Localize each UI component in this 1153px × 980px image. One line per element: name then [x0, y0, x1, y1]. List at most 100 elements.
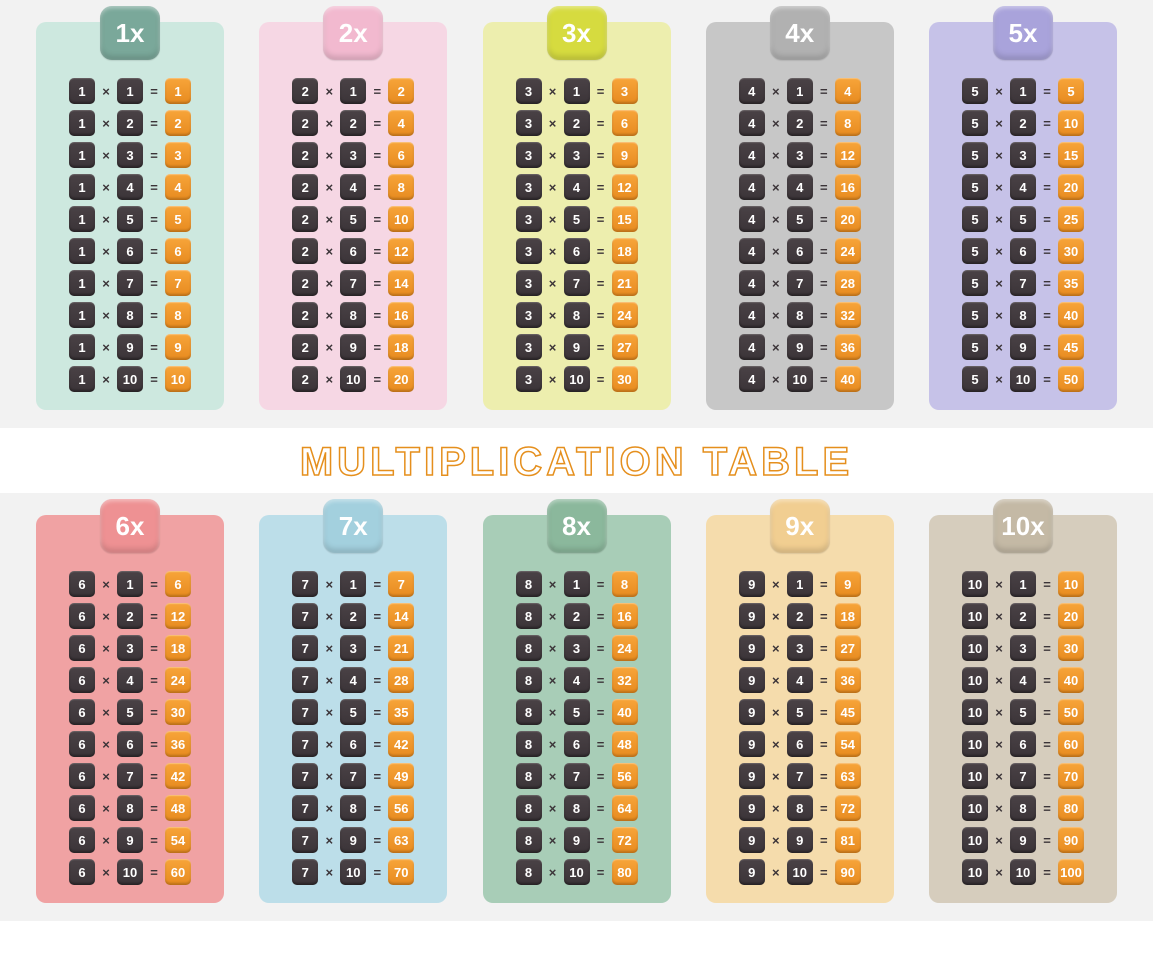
multiplicand-cell: 2	[292, 270, 318, 296]
table-tab-7: 7x	[323, 499, 383, 553]
multiplicand-cell: 1	[69, 302, 95, 328]
times-symbol: ×	[769, 308, 783, 323]
equation-row: 10×9=90	[939, 827, 1107, 853]
times-symbol: ×	[769, 865, 783, 880]
times-symbol: ×	[992, 833, 1006, 848]
equals-symbol: =	[817, 673, 831, 688]
times-symbol: ×	[322, 84, 336, 99]
equation-row: 1×7=7	[46, 270, 214, 296]
equation-row: 3×2=6	[493, 110, 661, 136]
multiplicand-cell: 1	[69, 110, 95, 136]
equals-symbol: =	[817, 609, 831, 624]
equals-symbol: =	[1040, 116, 1054, 131]
multiplier-cell: 10	[117, 859, 143, 885]
result-cell: 80	[612, 859, 638, 885]
multiplicand-cell: 8	[516, 635, 542, 661]
multiplier-cell: 9	[564, 334, 590, 360]
times-symbol: ×	[992, 641, 1006, 656]
multiplier-cell: 10	[1010, 859, 1036, 885]
equation-row: 4×7=28	[716, 270, 884, 296]
multiplicand-cell: 10	[962, 859, 988, 885]
equation-row: 6×8=48	[46, 795, 214, 821]
times-symbol: ×	[546, 372, 560, 387]
multiplier-cell: 4	[564, 667, 590, 693]
table-tab-3: 3x	[547, 6, 607, 60]
multiplier-cell: 9	[787, 827, 813, 853]
multiplicand-cell: 2	[292, 334, 318, 360]
times-symbol: ×	[322, 308, 336, 323]
multiplicand-cell: 3	[516, 174, 542, 200]
multiplicand-cell: 3	[516, 334, 542, 360]
equals-symbol: =	[147, 372, 161, 387]
equals-symbol: =	[594, 276, 608, 291]
equals-symbol: =	[1040, 865, 1054, 880]
multiplier-cell: 7	[1010, 763, 1036, 789]
multiplier-cell: 10	[787, 366, 813, 392]
times-symbol: ×	[769, 276, 783, 291]
result-cell: 16	[835, 174, 861, 200]
multiplicand-cell: 5	[962, 110, 988, 136]
result-cell: 54	[165, 827, 191, 853]
equation-row: 2×1=2	[269, 78, 437, 104]
multiplicand-cell: 1	[69, 174, 95, 200]
result-cell: 50	[1058, 366, 1084, 392]
times-symbol: ×	[546, 737, 560, 752]
equals-symbol: =	[147, 641, 161, 656]
equation-row: 7×6=42	[269, 731, 437, 757]
multiplicand-cell: 8	[516, 667, 542, 693]
multiplicand-cell: 5	[962, 334, 988, 360]
result-cell: 35	[388, 699, 414, 725]
table-tab-4: 4x	[770, 6, 830, 60]
multiplicand-cell: 10	[962, 827, 988, 853]
equation-row: 2×6=12	[269, 238, 437, 264]
bottom-section: 6x6×1=66×2=126×3=186×4=246×5=306×6=366×7…	[0, 493, 1153, 921]
table-tab-6: 6x	[100, 499, 160, 553]
equation-row: 1×5=5	[46, 206, 214, 232]
times-symbol: ×	[322, 244, 336, 259]
multiplier-cell: 3	[340, 635, 366, 661]
times-symbol: ×	[992, 308, 1006, 323]
result-cell: 28	[388, 667, 414, 693]
result-cell: 30	[1058, 238, 1084, 264]
multiplier-cell: 1	[340, 78, 366, 104]
multiplicand-cell: 2	[292, 206, 318, 232]
times-symbol: ×	[769, 116, 783, 131]
multiplicand-cell: 7	[292, 827, 318, 853]
equals-symbol: =	[370, 769, 384, 784]
times-symbol: ×	[546, 148, 560, 163]
result-cell: 6	[165, 571, 191, 597]
equation-row: 10×6=60	[939, 731, 1107, 757]
equation-row: 7×9=63	[269, 827, 437, 853]
times-symbol: ×	[546, 212, 560, 227]
result-cell: 18	[165, 635, 191, 661]
multiplicand-cell: 5	[962, 366, 988, 392]
multiplier-cell: 10	[117, 366, 143, 392]
multiplicand-cell: 6	[69, 763, 95, 789]
equals-symbol: =	[594, 372, 608, 387]
equals-symbol: =	[817, 737, 831, 752]
multiplier-cell: 6	[564, 731, 590, 757]
multiplier-cell: 3	[1010, 142, 1036, 168]
result-cell: 40	[612, 699, 638, 725]
equation-row: 8×7=56	[493, 763, 661, 789]
multiplicand-cell: 5	[962, 78, 988, 104]
multiplier-cell: 6	[787, 731, 813, 757]
times-symbol: ×	[992, 737, 1006, 752]
equals-symbol: =	[594, 212, 608, 227]
times-table-3: 3x3×1=33×2=63×3=93×4=123×5=153×6=183×7=2…	[483, 22, 671, 410]
equation-row: 5×10=50	[939, 366, 1107, 392]
times-symbol: ×	[546, 180, 560, 195]
multiplicand-cell: 1	[69, 206, 95, 232]
multiplier-cell: 4	[340, 667, 366, 693]
times-symbol: ×	[322, 609, 336, 624]
equation-row: 10×10=100	[939, 859, 1107, 885]
multiplier-cell: 6	[787, 238, 813, 264]
equation-row: 3×6=18	[493, 238, 661, 264]
multiplier-cell: 7	[117, 270, 143, 296]
equals-symbol: =	[370, 116, 384, 131]
equals-symbol: =	[147, 212, 161, 227]
equals-symbol: =	[147, 737, 161, 752]
equals-symbol: =	[817, 84, 831, 99]
equation-row: 5×5=25	[939, 206, 1107, 232]
multiplicand-cell: 3	[516, 302, 542, 328]
